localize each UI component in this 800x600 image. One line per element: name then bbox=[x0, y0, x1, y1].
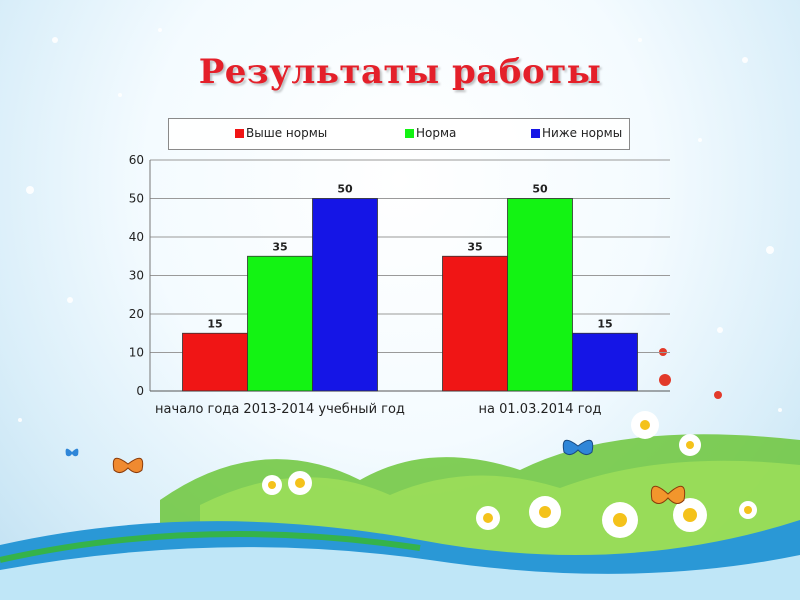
data-label: 15 bbox=[597, 317, 612, 330]
butterfly-small-blue bbox=[65, 448, 79, 457]
butterfly-orange bbox=[112, 457, 144, 474]
data-label: 50 bbox=[337, 183, 353, 196]
legend-item-norm: Норма bbox=[405, 126, 456, 140]
data-label: 35 bbox=[272, 240, 287, 253]
chart-legend: Выше нормы Норма Ниже нормы bbox=[168, 118, 630, 150]
legend-label: Выше нормы bbox=[246, 126, 328, 140]
legend-label: Ниже нормы bbox=[542, 126, 623, 140]
legend-swatch bbox=[235, 128, 244, 138]
legend-swatch bbox=[405, 128, 414, 138]
slide-title: Результаты работы bbox=[198, 52, 602, 92]
y-tick-label: 50 bbox=[129, 192, 144, 206]
bar bbox=[247, 255, 313, 392]
x-tick-label: начало года 2013-2014 учебный год bbox=[155, 402, 405, 417]
legend-label: Норма bbox=[416, 126, 457, 140]
y-tick-label: 0 bbox=[136, 384, 144, 398]
bar bbox=[182, 332, 248, 392]
y-tick-label: 20 bbox=[129, 307, 144, 321]
x-tick-label: на 01.03.2014 год bbox=[479, 402, 602, 417]
y-tick-label: 40 bbox=[129, 230, 144, 244]
butterfly-orange-right bbox=[650, 485, 686, 504]
butterfly-blue bbox=[562, 439, 594, 456]
legend-swatch bbox=[531, 128, 540, 138]
y-tick-label: 10 bbox=[129, 346, 144, 360]
bar bbox=[507, 198, 573, 392]
flower-red bbox=[659, 348, 722, 399]
legend-item-above-norm: Выше нормы bbox=[235, 126, 327, 140]
legend-item-below-norm: Ниже нормы bbox=[531, 126, 622, 140]
data-label: 35 bbox=[467, 240, 482, 253]
sparkles bbox=[18, 28, 782, 422]
wave-light bbox=[0, 547, 800, 600]
bar bbox=[442, 255, 508, 392]
data-label: 15 bbox=[207, 317, 222, 330]
wave-green bbox=[0, 531, 421, 563]
daisies bbox=[262, 411, 757, 538]
y-tick-label: 30 bbox=[129, 269, 144, 283]
y-tick-label: 60 bbox=[129, 153, 144, 167]
bar bbox=[572, 332, 638, 392]
bar bbox=[312, 198, 378, 392]
data-label: 50 bbox=[532, 183, 548, 196]
